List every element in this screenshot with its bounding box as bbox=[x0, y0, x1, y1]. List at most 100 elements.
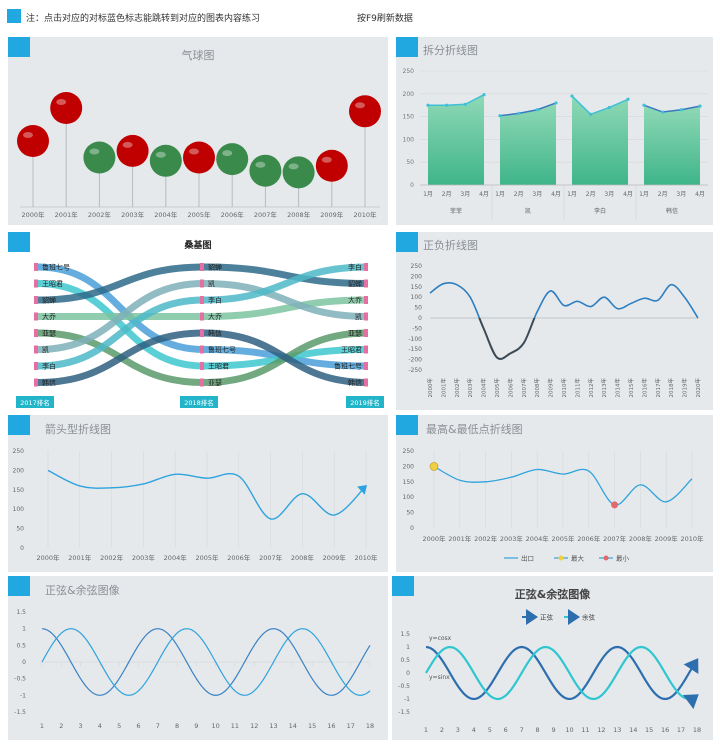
maxmin-x-tick: 2006年 bbox=[577, 534, 601, 543]
maxmin-y-tick: 100 bbox=[403, 494, 415, 501]
sincos2-x-tick: 7 bbox=[520, 726, 524, 734]
nav-flag-maxmin[interactable] bbox=[396, 415, 418, 435]
panel-sincos1: 正弦&余弦图像 1.5 1 0.5 0 -0.5 -1 -1.5 1 2 3 4 5 6 7 8 9 10 11 1… bbox=[8, 576, 388, 740]
split-y-tick: 200 bbox=[403, 91, 415, 98]
sincos2-y-tick: 1.5 bbox=[400, 631, 410, 638]
posneg-x-tick: 2019年 bbox=[681, 378, 689, 398]
arrow-x-tick: 2004年 bbox=[164, 553, 188, 562]
sincos1-x-tick: 3 bbox=[79, 722, 83, 730]
sincos1-y-tick: -0.5 bbox=[14, 676, 26, 683]
panel-title-split: 拆分折线图 bbox=[423, 44, 478, 57]
split-area bbox=[500, 102, 556, 185]
maxmin-y-tick: 200 bbox=[403, 463, 415, 470]
panel-title-arrow: 箭头型折线图 bbox=[45, 423, 111, 436]
panel-arrow: 箭头型折线图 0 50 100 150 200 250 2000年 2001年 2002年 200… bbox=[8, 415, 388, 572]
panel-split: 拆分折线图 0 50 100 150 200 250 1月 2月 3月 4月 菲菲 1月 2月 3月 4月凯… bbox=[396, 37, 713, 225]
sankey-node-label: 韩信 bbox=[348, 378, 362, 387]
sankey-node bbox=[200, 263, 204, 271]
panel-title-sincos1: 正弦&余弦图像 bbox=[45, 584, 120, 597]
sincos2-x-tick: 9 bbox=[551, 726, 555, 734]
sincos2-y-tick: -1 bbox=[404, 696, 410, 703]
nav-flag-balloon[interactable] bbox=[8, 37, 30, 57]
sankey-node bbox=[200, 378, 204, 387]
note-icon bbox=[7, 9, 21, 23]
sincos1-x-tick: 5 bbox=[117, 722, 121, 730]
split-point bbox=[642, 103, 646, 107]
sankey-node-label: 凯 bbox=[42, 345, 49, 354]
posneg-x-tick: 2003年 bbox=[466, 378, 474, 398]
sincos2-curve-label: y=sinx bbox=[429, 674, 450, 681]
nav-flag-sankey[interactable] bbox=[8, 232, 30, 252]
balloon-point bbox=[149, 144, 182, 177]
posneg-x-tick: 2007年 bbox=[520, 378, 528, 398]
posneg-x-tick: 2004年 bbox=[480, 378, 488, 398]
balloon-x-tick: 2001年 bbox=[55, 210, 79, 219]
sincos2-x-tick: 2 bbox=[440, 726, 444, 734]
posneg-x-tick: 2016年 bbox=[640, 378, 648, 398]
maxmin-legend-label: 最大 bbox=[571, 554, 585, 563]
sankey-column-badge bbox=[16, 396, 54, 408]
split-x-tick: 4月 bbox=[479, 191, 489, 198]
balloon-point bbox=[349, 95, 381, 128]
sincos1-y-tick: 0.5 bbox=[16, 642, 26, 649]
sincos1-x-tick: 12 bbox=[250, 722, 258, 730]
maxmin-min-marker bbox=[611, 501, 619, 509]
posneg-x-tick: 2005年 bbox=[493, 378, 501, 398]
panel-sankey: 桑基图 鲁班七号 王昭君 貂蝉 大乔 亚瑟凯李白 韩信 2017排名 貂蝉凯李白 大乔 韩信 鲁班七… bbox=[8, 232, 388, 410]
nav-flag-sincos2[interactable] bbox=[392, 576, 414, 596]
sankey-node-label: 大乔 bbox=[348, 296, 362, 305]
balloon-x-tick: 2009年 bbox=[320, 210, 344, 219]
sankey-node-label: 韩信 bbox=[208, 329, 222, 338]
sincos1-y-tick: 0 bbox=[22, 659, 26, 666]
split-point bbox=[535, 108, 539, 112]
arrow-x-tick: 2001年 bbox=[68, 553, 92, 562]
sankey-chart: 鲁班七号王昭君貂蝉大乔亚瑟凯李白韩信2017排名貂蝉凯李白大乔韩信鲁班七号王昭君… bbox=[16, 263, 384, 408]
sankey-node bbox=[34, 263, 38, 271]
panel-title-maxmin: 最高&最低点折线图 bbox=[426, 423, 523, 436]
balloon-x-tick: 2004年 bbox=[154, 210, 178, 219]
maxmin-x-tick: 2002年 bbox=[474, 534, 498, 543]
split-x-tick: 3月 bbox=[604, 191, 614, 198]
nav-flag-arrow[interactable] bbox=[8, 415, 30, 435]
sincos2-cos-line bbox=[425, 645, 699, 701]
sincos1-x-tick: 15 bbox=[308, 722, 316, 730]
sankey-node bbox=[364, 296, 368, 304]
split-group-label: 凯 bbox=[525, 207, 531, 215]
posneg-x-tick: 2009年 bbox=[547, 378, 555, 398]
posneg-x-tick: 2020年 bbox=[694, 378, 702, 398]
balloon-x-tick: 2007年 bbox=[254, 210, 278, 219]
nav-flag-posneg[interactable] bbox=[396, 232, 418, 252]
split-y-tick: 250 bbox=[403, 68, 415, 75]
sankey-node-label: 貂蝉 bbox=[208, 263, 222, 272]
sincos2-x-tick: 16 bbox=[661, 726, 669, 734]
sincos2-x-tick: 6 bbox=[504, 726, 508, 734]
nav-flag-sincos1[interactable] bbox=[8, 576, 30, 596]
sincos1-x-tick: 17 bbox=[347, 722, 355, 730]
sankey-column-label: 2019排名 bbox=[350, 398, 380, 407]
balloon-point bbox=[183, 141, 215, 174]
arrow-x-tick: 2002年 bbox=[100, 553, 124, 562]
split-point bbox=[589, 112, 593, 116]
posneg-negative-line bbox=[478, 318, 698, 360]
split-x-tick: 1月 bbox=[423, 191, 433, 198]
balloon-highlight bbox=[56, 99, 67, 105]
split-area bbox=[428, 94, 484, 185]
split-x-tick: 4月 bbox=[695, 191, 705, 198]
sincos2-x-tick: 1 bbox=[424, 726, 428, 734]
sankey-node bbox=[34, 312, 38, 321]
sincos2-x-tick: 12 bbox=[597, 726, 605, 734]
maxmin-x-tick: 2000年 bbox=[422, 534, 446, 543]
sankey-node-label: 鲁班七号 bbox=[208, 345, 236, 354]
posneg-y-tick: 0 bbox=[418, 315, 422, 322]
posneg-x-tick: 2008年 bbox=[533, 378, 541, 398]
maxmin-legend-marker bbox=[558, 555, 564, 561]
sincos1-x-tick: 18 bbox=[366, 722, 374, 730]
split-x-tick: 3月 bbox=[460, 191, 470, 198]
maxmin-series-line bbox=[433, 465, 693, 506]
sincos2-y-tick: 0.5 bbox=[400, 657, 410, 664]
sincos2-y-tick: -0.5 bbox=[398, 683, 410, 690]
balloon-x-tick: 2006年 bbox=[221, 210, 245, 219]
split-group-label: 菲菲 bbox=[450, 207, 462, 215]
sankey-node bbox=[34, 345, 38, 354]
nav-flag-split[interactable] bbox=[396, 37, 418, 57]
